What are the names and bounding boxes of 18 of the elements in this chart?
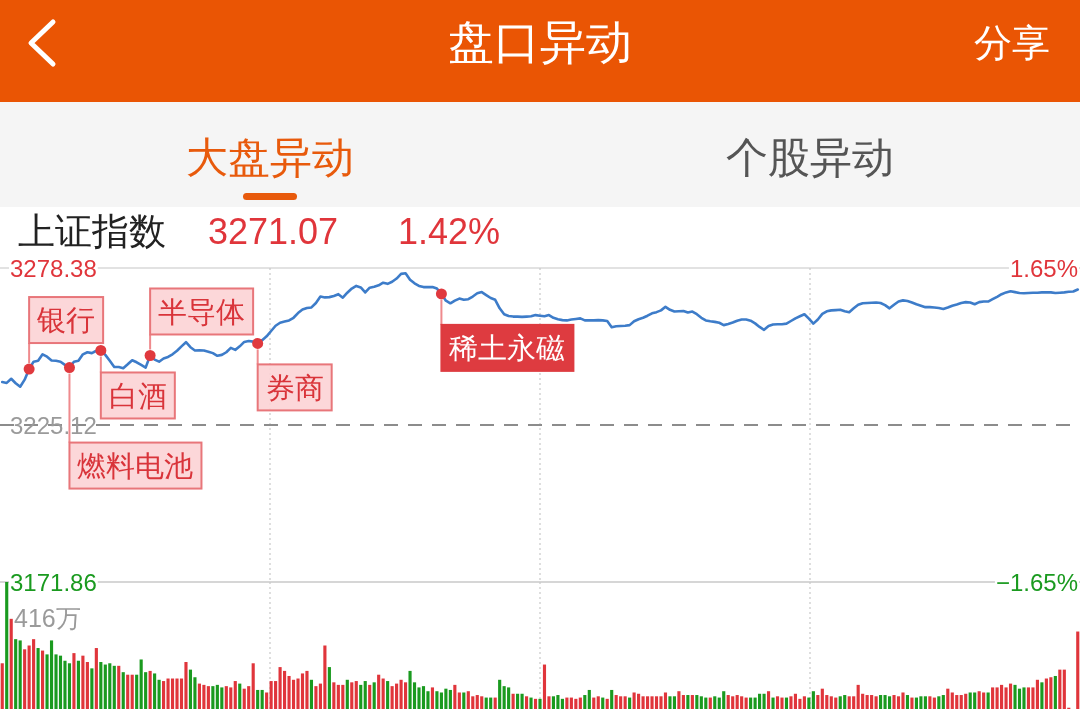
annotation: 416万 <box>14 604 81 632</box>
annotation: 燃料电池 <box>77 450 194 483</box>
text: 大盘异动 <box>186 134 354 181</box>
y-tick-label: 3171.86 <box>10 568 97 596</box>
text: 1.42% <box>398 211 501 252</box>
y2-tick-label: 1.65% <box>1009 254 1078 282</box>
y2-tick-label: −1.65% <box>995 568 1078 596</box>
annotation: 半导体 <box>158 295 246 328</box>
chart-title: 盘口异动 <box>448 16 632 68</box>
text: 个股异动 <box>726 134 894 181</box>
text: 3271.07 <box>208 211 339 252</box>
annotation: 稀土永磁 <box>449 332 566 365</box>
annotation: 银行 <box>36 304 96 337</box>
y-tick-label: 3278.38 <box>10 254 97 282</box>
chart-subtitle: 上证指数 <box>18 211 166 252</box>
text: 分享 <box>974 22 1050 64</box>
annotation: 白酒 <box>108 379 167 412</box>
annotation: 券商 <box>265 371 324 404</box>
